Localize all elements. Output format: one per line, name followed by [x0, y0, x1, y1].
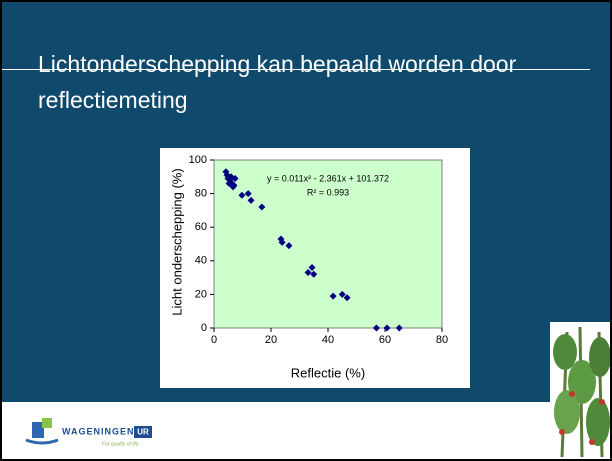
r-squared: R² = 0.993 [307, 187, 349, 197]
y-tick-label: 20 [195, 288, 207, 300]
trend-equation: y = 0.011x² - 2.361x + 101.372 [267, 173, 389, 183]
slide: Lichtonderschepping kan bepaald worden d… [0, 0, 612, 461]
y-tick-label: 40 [195, 255, 207, 267]
plot-area [214, 160, 442, 328]
chart: Reflectie (%) Licht onderschepping (%) y… [2, 2, 612, 461]
logo: WAGENINGEN UR For quality of life [26, 418, 152, 447]
plant-illustration [550, 322, 612, 461]
x-tick-label: 80 [436, 334, 448, 346]
x-tick-label: 0 [211, 334, 217, 346]
y-tick-label: 60 [195, 221, 207, 233]
y-tick-label: 0 [201, 322, 207, 334]
logo-tagline: For quality of life [102, 441, 139, 447]
y-tick-label: 80 [195, 188, 207, 200]
x-tick-label: 20 [265, 334, 277, 346]
x-tick-label: 60 [379, 334, 391, 346]
x-axis-label: Reflectie (%) [291, 365, 365, 380]
x-tick-label: 40 [322, 334, 334, 346]
logo-badge: UR [137, 428, 149, 437]
logo-name: WAGENINGEN [62, 426, 135, 436]
y-axis-label: Licht onderschepping (%) [169, 168, 184, 315]
y-tick-label: 100 [189, 154, 207, 166]
